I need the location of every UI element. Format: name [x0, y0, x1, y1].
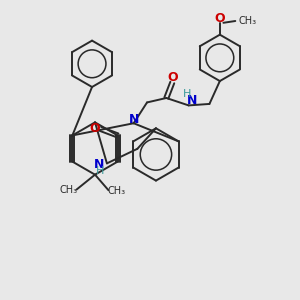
Text: H: H	[96, 167, 105, 176]
Text: CH₃: CH₃	[60, 185, 78, 195]
Text: O: O	[167, 71, 178, 84]
Text: CH₃: CH₃	[107, 186, 125, 196]
Text: N: N	[187, 94, 197, 106]
Text: CH₃: CH₃	[239, 16, 257, 26]
Text: O: O	[90, 122, 101, 135]
Text: N: N	[93, 158, 104, 171]
Text: H: H	[183, 89, 192, 99]
Text: N: N	[129, 113, 140, 126]
Text: O: O	[214, 11, 225, 25]
